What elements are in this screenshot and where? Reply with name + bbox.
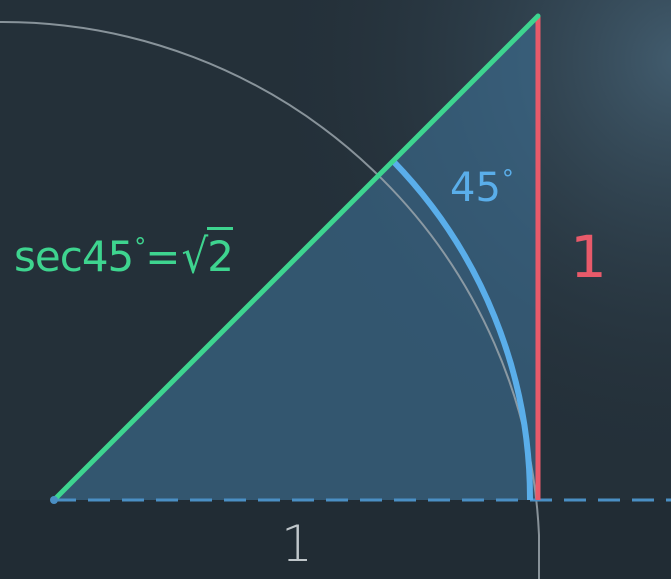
secant-prefix: sec45: [14, 232, 134, 281]
secant-label: sec45°=√2: [14, 227, 234, 284]
lower-band: [0, 500, 671, 579]
angle-degree: °: [501, 165, 514, 193]
adjacent-side-label: 1: [281, 515, 313, 573]
angle-arc: [390, 158, 534, 501]
origin-point: [50, 496, 58, 504]
secant-degree: °: [134, 233, 146, 261]
sqrt-radicand: 2: [207, 227, 234, 281]
angle-value: 45: [450, 165, 501, 211]
sqrt-symbol: √: [181, 229, 208, 284]
secant-equals: =: [145, 232, 180, 281]
opposite-side-label: 1: [570, 223, 607, 291]
angle-label: 45°: [450, 165, 514, 211]
hypotenuse-line: [51, 13, 541, 503]
